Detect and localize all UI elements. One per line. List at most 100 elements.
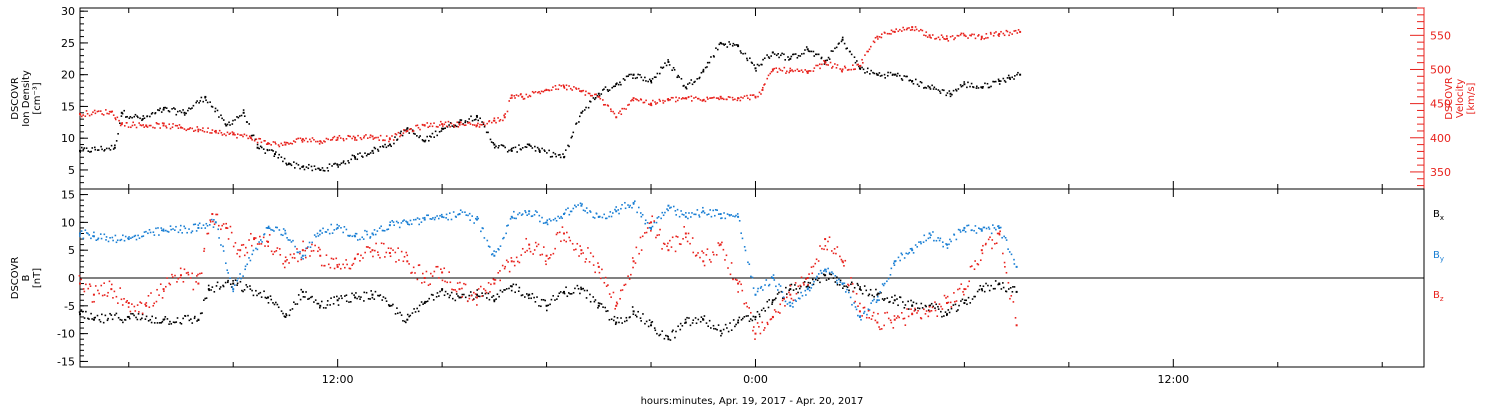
by-sample <box>90 237 92 240</box>
by-sample <box>909 247 912 250</box>
by-sample <box>145 230 147 233</box>
density-sample <box>424 139 427 142</box>
bx-sample <box>493 300 496 303</box>
bz-sample <box>844 259 847 262</box>
by-sample <box>300 256 303 259</box>
velocity-sample <box>607 105 610 107</box>
bx-sample <box>825 279 828 281</box>
bottom-x-ticks: 12:00 0:00 12:00 <box>128 189 1383 386</box>
velocity-sample <box>301 139 303 142</box>
velocity-point <box>371 135 374 138</box>
density-sample <box>723 44 726 46</box>
bz-sample <box>309 255 311 257</box>
by-sample <box>610 215 613 218</box>
density-sample <box>264 152 267 154</box>
bz-sample <box>579 245 581 247</box>
bz-sample <box>721 241 723 244</box>
velocity-sample <box>953 38 955 41</box>
bz-sample <box>403 255 406 258</box>
bz-sample <box>521 247 524 250</box>
density-sample <box>159 107 161 110</box>
bx-sample <box>164 316 167 318</box>
bz-sample <box>584 261 587 263</box>
bx-sample <box>99 320 102 323</box>
by-sample <box>721 217 723 219</box>
velocity-sample <box>211 132 213 134</box>
bx-sample <box>800 285 802 288</box>
density-sample <box>943 89 945 92</box>
velocity-sample <box>997 34 1000 36</box>
bx-sample <box>967 296 970 299</box>
velocity-sample <box>654 101 656 103</box>
bz-sample <box>103 294 106 296</box>
bz-sample <box>212 220 214 223</box>
bx-sample <box>215 285 218 287</box>
bz-sample <box>150 292 152 294</box>
density-sample <box>896 72 899 75</box>
by-sample <box>978 227 980 230</box>
velocity-sample <box>397 131 400 134</box>
velocity-sample <box>188 128 191 130</box>
bz-point <box>562 232 565 235</box>
density-sample <box>289 163 292 165</box>
bx-sample <box>618 321 620 324</box>
bx-sample <box>325 307 327 309</box>
velocity-sample <box>297 137 300 140</box>
velocity-sample <box>808 70 811 72</box>
bx-sample <box>845 285 847 288</box>
density-sample <box>311 169 314 172</box>
density-sample <box>644 76 646 79</box>
density-sample <box>91 147 94 149</box>
by-sample <box>744 249 747 252</box>
velocity-sample <box>990 33 992 35</box>
bx-point <box>127 315 130 318</box>
by-sample <box>289 239 291 241</box>
bx-sample <box>795 288 798 290</box>
velocity-sample <box>929 36 931 39</box>
velocity-sample <box>962 32 965 35</box>
by-sample <box>212 226 215 228</box>
bx-sample <box>107 317 109 320</box>
bz-sample <box>431 275 434 277</box>
by-sample <box>773 279 776 281</box>
density-sample <box>504 146 506 149</box>
by-point <box>998 226 1001 229</box>
velocity-sample <box>914 26 917 28</box>
bz-point <box>319 254 322 257</box>
density-sample <box>280 156 283 158</box>
by-sample <box>937 237 939 239</box>
bz-sample <box>745 302 748 304</box>
bx-sample <box>639 317 642 319</box>
bz-sample <box>380 242 383 245</box>
bx-sample <box>264 296 267 299</box>
density-sample <box>777 52 779 55</box>
density-sample <box>710 56 712 58</box>
velocity-sample <box>318 143 321 145</box>
velocity-sample <box>116 116 119 119</box>
by-sample <box>232 290 235 293</box>
bz-sample <box>171 273 173 276</box>
density-point <box>949 92 952 95</box>
x-tick-label: 0:00 <box>743 373 768 386</box>
velocity-sample <box>90 113 93 116</box>
bz-sample <box>592 255 595 258</box>
bz-sample <box>784 305 786 307</box>
bx-sample <box>251 289 253 292</box>
density-sample <box>187 109 189 112</box>
velocity-sample <box>906 27 909 30</box>
density-tick-label: 30 <box>61 5 75 18</box>
by-sample <box>1013 258 1015 261</box>
by-sample <box>586 211 589 214</box>
density-sample <box>617 83 620 86</box>
bz-sample <box>815 258 818 261</box>
by-sample <box>252 249 255 252</box>
density-sample <box>994 80 997 83</box>
density-sample <box>524 146 527 148</box>
bz-sample <box>368 247 371 249</box>
by-sample <box>557 215 559 218</box>
density-sample <box>1017 71 1019 74</box>
velocity-sample <box>277 144 280 146</box>
bz-sample <box>145 302 148 304</box>
density-sample <box>307 167 310 170</box>
velocity-sample <box>545 88 548 91</box>
